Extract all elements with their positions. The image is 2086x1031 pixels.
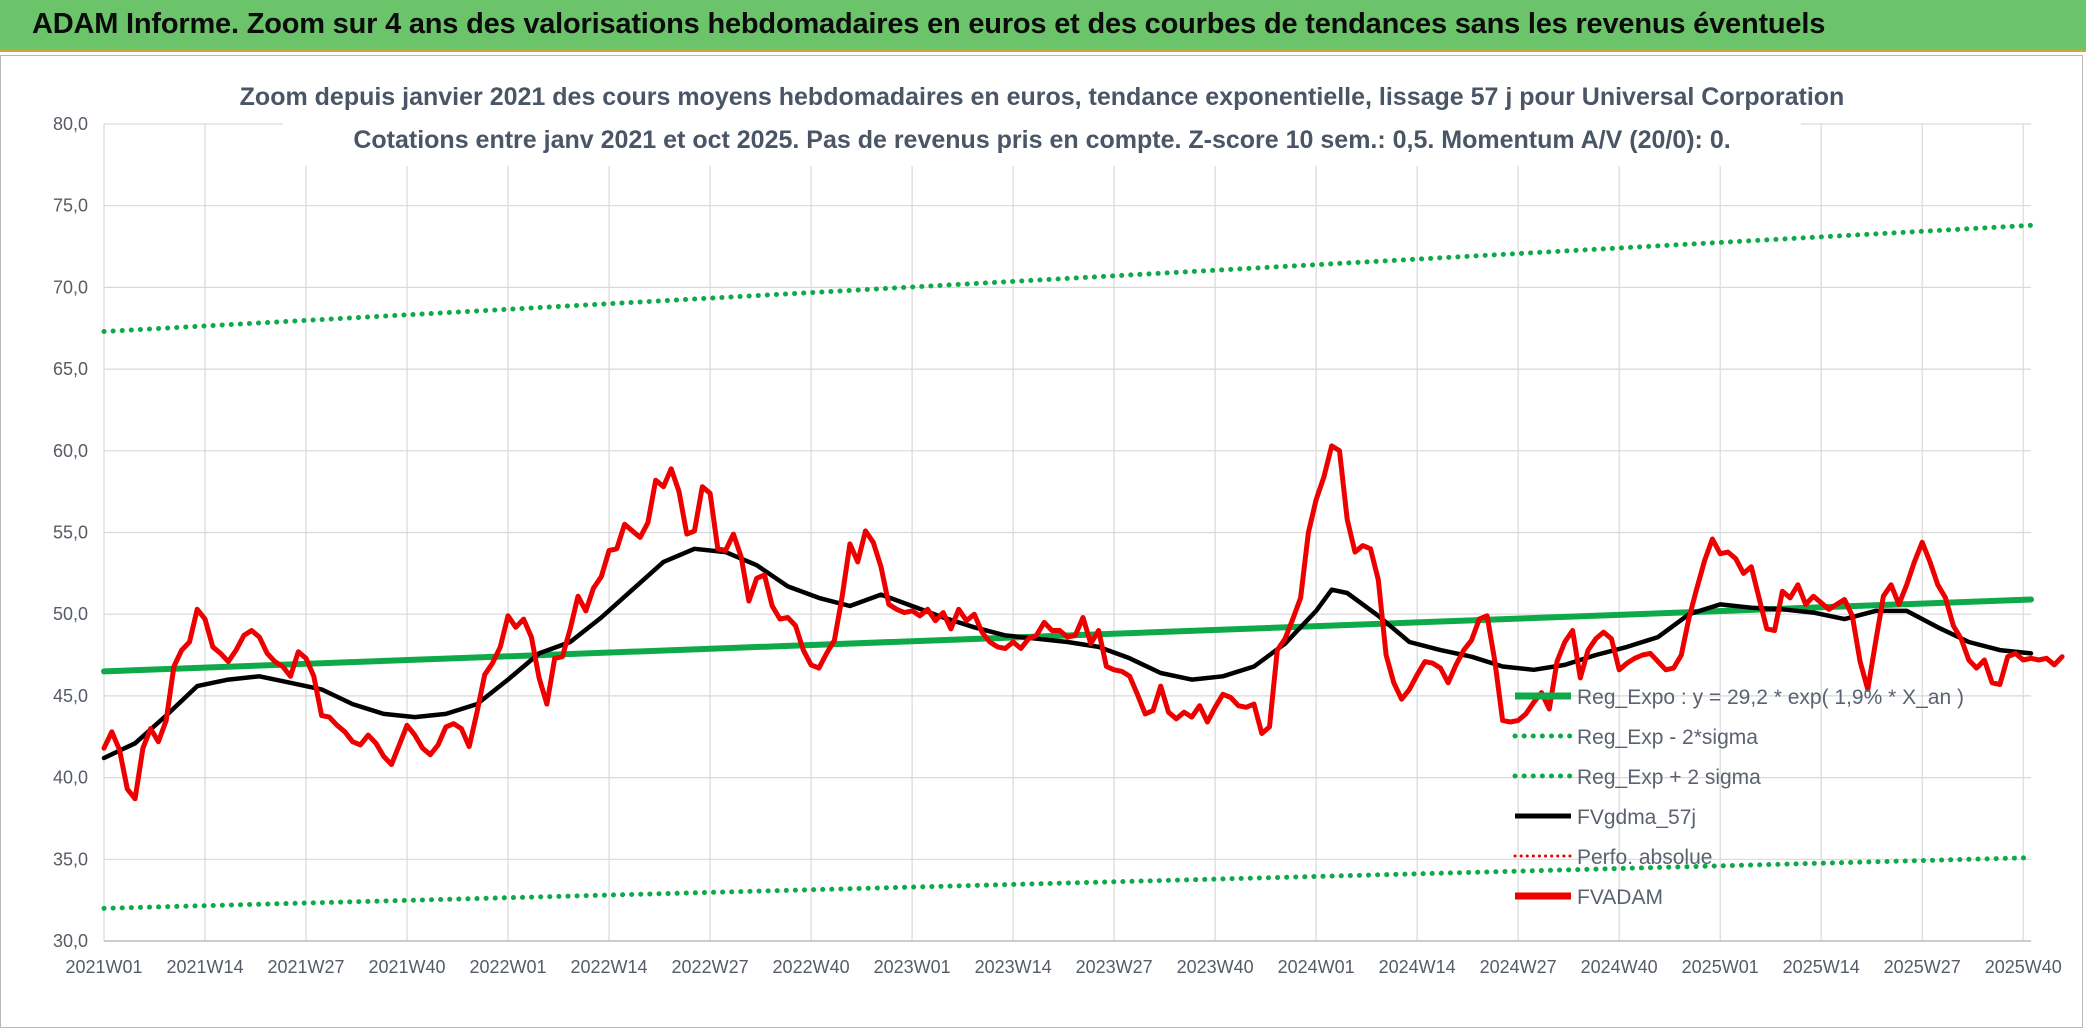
x-tick-label: 2023W40 (1177, 957, 1254, 977)
x-tick-label: 2024W27 (1480, 957, 1557, 977)
y-tick-label: 60,0 (53, 441, 88, 461)
x-tick-label: 2024W40 (1581, 957, 1658, 977)
title-background (283, 62, 1801, 166)
y-tick-label: 80,0 (53, 114, 88, 134)
chart: 80,0 75,0 70,0 65,0 60,0 55,0 50,0 45,0 40,0 35,0… (53, 62, 2065, 977)
lower-band-line (101, 855, 2034, 911)
y-tick-label: 40,0 (53, 768, 88, 788)
x-tick-label: 2021W14 (166, 957, 243, 977)
x-tick-label: 2025W01 (1682, 957, 1759, 977)
x-tick-label: 2024W01 (1278, 957, 1355, 977)
x-tick-label: 2024W14 (1379, 957, 1456, 977)
legend-label-lower-band: Reg_Exp - 2*sigma (1577, 726, 1758, 749)
moving-average-line (101, 546, 2034, 761)
y-tick-label: 55,0 (53, 523, 88, 543)
x-tick-label: 2022W27 (672, 957, 749, 977)
price-line (101, 443, 2065, 802)
x-tick-label: 2023W01 (874, 957, 951, 977)
legend-label-upper-band: Reg_Exp + 2 sigma (1577, 766, 1761, 789)
y-tick-label: 50,0 (53, 604, 88, 624)
y-tick-label: 70,0 (53, 277, 88, 297)
x-tick-label: 2025W14 (1783, 957, 1860, 977)
x-tick-label: 2023W14 (975, 957, 1052, 977)
chart-title-line-2: Cotations entre janv 2021 et oct 2025. P… (353, 126, 1730, 154)
series-group (101, 222, 2065, 911)
chart-title-line-1: Zoom depuis janvier 2021 des cours moyen… (240, 83, 1845, 111)
x-axis: 2021W01 2021W14 2021W27 2021W40 2022W01 2022W… (65, 940, 2062, 977)
y-tick-label: 75,0 (53, 196, 88, 216)
y-tick-label: 35,0 (53, 849, 88, 869)
y-tick-label: 65,0 (53, 359, 88, 379)
legend-label-trend: Reg_Expo : y = 29,2 * exp( 1,9% * X_an ) (1577, 686, 1964, 709)
gridlines (103, 123, 2031, 942)
upper-band-line (101, 222, 2034, 335)
y-axis: 80,0 75,0 70,0 65,0 60,0 55,0 50,0 45,0 40,0 35,0… (53, 114, 88, 951)
x-tick-label: 2022W14 (571, 957, 648, 977)
x-tick-label: 2021W40 (369, 957, 446, 977)
y-tick-label: 45,0 (53, 686, 88, 706)
x-tick-label: 2023W27 (1076, 957, 1153, 977)
legend-label-price: FVADAM (1577, 886, 1663, 909)
x-tick-label: 2021W01 (65, 957, 142, 977)
report-banner: ADAM Informe. Zoom sur 4 ans des valoris… (0, 0, 2086, 52)
y-tick-label: 30,0 (53, 931, 88, 951)
legend-label-moving-average: FVgdma_57j (1577, 806, 1696, 829)
legend-label-perfo: Perfo. absolue (1577, 846, 1712, 869)
x-tick-label: 2025W40 (1985, 957, 2062, 977)
x-tick-label: 2022W40 (773, 957, 850, 977)
x-tick-label: 2022W01 (470, 957, 547, 977)
x-tick-label: 2025W27 (1884, 957, 1961, 977)
legend: Reg_Expo : y = 29,2 * exp( 1,9% * X_an )… (1512, 686, 1964, 909)
report-title: ADAM Informe. Zoom sur 4 ans des valoris… (32, 8, 1826, 40)
x-tick-label: 2021W27 (267, 957, 344, 977)
chart-frame: 80,0 75,0 70,0 65,0 60,0 55,0 50,0 45,0 40,0 35,0… (0, 55, 2083, 1028)
